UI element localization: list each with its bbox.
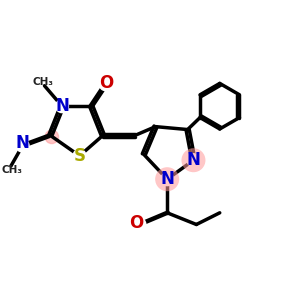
Circle shape xyxy=(56,100,68,112)
Text: N: N xyxy=(187,151,200,169)
Circle shape xyxy=(187,154,200,167)
Text: N: N xyxy=(160,170,174,188)
Text: O: O xyxy=(129,214,144,232)
Circle shape xyxy=(16,139,29,152)
Circle shape xyxy=(99,78,112,91)
Circle shape xyxy=(45,130,58,144)
Text: N: N xyxy=(55,97,69,115)
Text: S: S xyxy=(74,147,86,165)
Text: CH₃: CH₃ xyxy=(2,165,23,175)
Text: N: N xyxy=(16,134,29,152)
Text: O: O xyxy=(99,74,113,92)
Text: CH₃: CH₃ xyxy=(32,77,53,87)
Circle shape xyxy=(133,218,146,231)
Circle shape xyxy=(161,173,174,186)
Circle shape xyxy=(73,149,86,162)
